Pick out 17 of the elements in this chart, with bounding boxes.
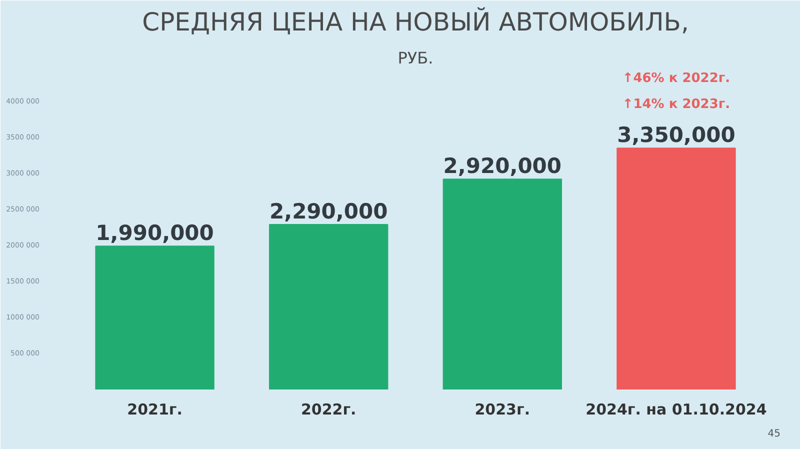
annotation: ↑46% к 2022г.	[622, 71, 730, 86]
data-label: 2,920,000	[443, 154, 562, 178]
x-tick-label: 2024г. на 01.10.2024	[586, 400, 767, 418]
x-tick-label: 2022г.	[300, 400, 356, 418]
bar	[442, 178, 562, 390]
bar	[616, 148, 736, 390]
x-tick-label: 2021г.	[127, 400, 182, 418]
data-label: 1,990,000	[96, 221, 214, 246]
chart-title: СРЕДНЯЯ ЦЕНА НА НОВЫЙ АВТОМОБИЛЬ,	[142, 6, 689, 36]
text: 45	[768, 428, 781, 440]
annotation: ↑14% к 2023г.	[622, 97, 730, 112]
data-label: 2,290,000	[269, 200, 388, 224]
bar	[269, 224, 388, 390]
x-tick-label: 2023г.	[474, 400, 530, 418]
bar	[95, 246, 214, 390]
chart-subtitle: РУБ.	[398, 48, 434, 68]
data-label: 3,350,000	[617, 123, 736, 148]
